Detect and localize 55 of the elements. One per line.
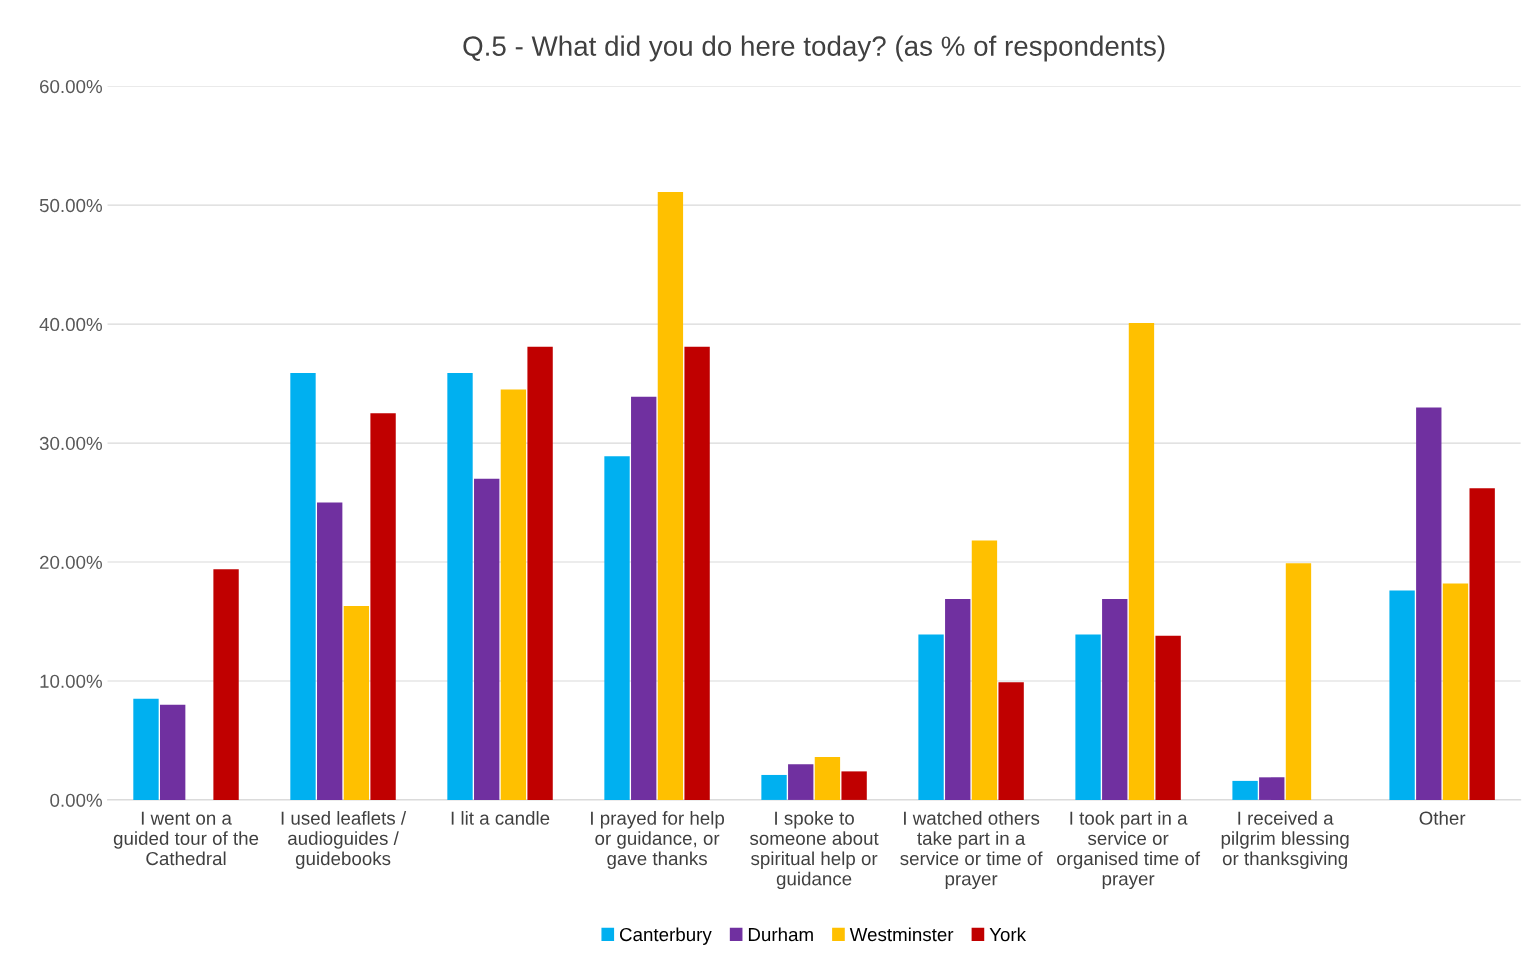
bar bbox=[788, 764, 814, 800]
bar bbox=[474, 478, 500, 800]
bar bbox=[684, 346, 710, 800]
bar bbox=[290, 372, 316, 800]
bar bbox=[447, 372, 473, 800]
x-tick-label: I took part in a service or organised time of prayer bbox=[1056, 811, 1201, 890]
legend-label: York bbox=[989, 927, 1027, 942]
bar bbox=[761, 774, 787, 800]
bar bbox=[1389, 590, 1415, 800]
y-tick-label: 0.00% bbox=[50, 793, 102, 807]
bar bbox=[1285, 563, 1312, 800]
legend-label: Canterbury bbox=[619, 927, 712, 945]
bar bbox=[1075, 634, 1101, 800]
x-tick-label: I watched others take part in a service or time of prayer bbox=[900, 811, 1043, 890]
bar bbox=[814, 757, 841, 800]
y-tick-label: 10.00% bbox=[40, 674, 102, 688]
x-tick-label: Other bbox=[1419, 811, 1466, 825]
bar bbox=[1416, 407, 1442, 800]
bar bbox=[1259, 777, 1285, 800]
bar bbox=[213, 569, 239, 800]
bar bbox=[370, 413, 396, 800]
bar bbox=[998, 682, 1024, 800]
x-tick-label: I received a pilgrim blessing or thanksgiving bbox=[1221, 811, 1349, 869]
bar bbox=[945, 598, 971, 800]
bar bbox=[1102, 598, 1128, 800]
x-tick-label: I went on a guided tour of the Cathedral bbox=[113, 811, 259, 866]
y-tick-label: 30.00% bbox=[39, 436, 102, 451]
y-tick-label: 40.00% bbox=[39, 317, 102, 332]
x-tick-label: I lit a candle bbox=[451, 811, 550, 825]
bar bbox=[604, 456, 630, 800]
bar bbox=[527, 346, 553, 800]
bar bbox=[500, 389, 527, 800]
bar bbox=[971, 540, 998, 800]
y-tick-label: 20.00% bbox=[40, 555, 102, 570]
y-tick-label: 50.00% bbox=[39, 198, 102, 213]
bar bbox=[1155, 635, 1181, 800]
bar bbox=[631, 396, 657, 800]
chart-title: Q.5 - What did you do here today? (as % of respondents) bbox=[463, 35, 1165, 62]
bar bbox=[133, 698, 159, 800]
legend-label: Westminster bbox=[849, 927, 954, 942]
bar bbox=[657, 192, 684, 800]
bar bbox=[918, 634, 944, 800]
legend-label: Durham bbox=[748, 927, 813, 942]
x-tick-label: I used leaflets / audioguides / guidebooks bbox=[281, 811, 407, 869]
bar bbox=[160, 704, 186, 800]
bar bbox=[343, 606, 370, 800]
x-tick-label: I prayed for help or guidance, or gave thanks bbox=[591, 811, 725, 869]
bar bbox=[1442, 583, 1469, 800]
y-tick-label: 60.00% bbox=[40, 79, 102, 94]
bar bbox=[841, 771, 867, 800]
bar bbox=[1232, 780, 1258, 800]
bar bbox=[317, 502, 343, 800]
x-tick-label: I spoke to someone about spiritual help or guidance bbox=[749, 811, 879, 890]
bar bbox=[1128, 322, 1155, 800]
bar bbox=[1469, 488, 1495, 800]
